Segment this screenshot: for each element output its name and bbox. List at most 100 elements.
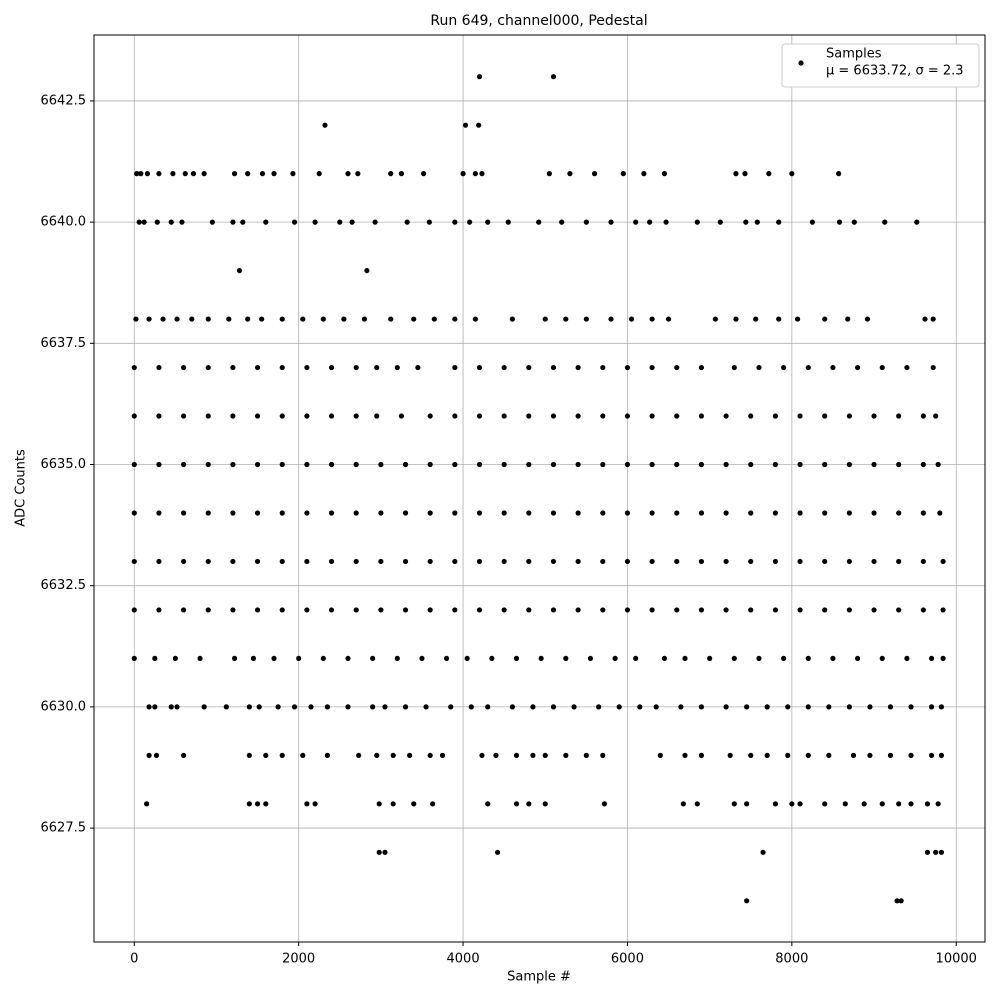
point <box>378 558 384 565</box>
point <box>180 607 187 613</box>
point <box>887 752 894 758</box>
point <box>423 704 429 710</box>
point <box>723 510 729 516</box>
point <box>345 171 351 177</box>
point <box>764 704 770 710</box>
point <box>649 364 655 371</box>
x-tick-label: 6000 <box>611 952 644 967</box>
point <box>924 801 931 807</box>
point <box>882 219 888 225</box>
point <box>279 558 285 565</box>
point <box>341 316 347 322</box>
point <box>698 413 705 419</box>
point <box>879 364 885 371</box>
point <box>300 752 306 758</box>
point <box>550 74 557 80</box>
point <box>836 219 843 225</box>
point <box>182 171 188 177</box>
point <box>479 171 485 177</box>
point <box>575 461 581 468</box>
point <box>513 655 520 662</box>
point <box>136 219 142 225</box>
point <box>254 413 261 419</box>
y-axis-label: ADC Counts <box>14 449 29 527</box>
point <box>180 752 187 758</box>
point <box>421 171 427 177</box>
point <box>846 607 852 613</box>
point <box>748 752 754 758</box>
point <box>131 461 137 468</box>
point <box>279 364 285 371</box>
point <box>304 413 310 419</box>
point <box>879 801 885 807</box>
point <box>452 510 458 516</box>
point <box>476 607 483 613</box>
point <box>587 655 594 662</box>
point <box>727 752 733 758</box>
point <box>246 752 252 758</box>
point <box>501 510 507 516</box>
point <box>731 801 737 807</box>
point <box>748 413 754 419</box>
point <box>600 364 606 371</box>
point <box>789 801 795 807</box>
point <box>526 801 532 807</box>
point <box>867 704 873 710</box>
point <box>240 219 246 225</box>
point <box>304 801 310 807</box>
point <box>509 704 515 710</box>
point <box>349 219 355 225</box>
legend-stats: μ = 6633.72, σ = 2.3 <box>826 64 964 79</box>
point <box>550 510 557 516</box>
point <box>624 413 631 419</box>
point <box>938 704 945 710</box>
x-tick-label: 4000 <box>447 952 480 967</box>
point <box>748 607 754 613</box>
point <box>156 558 162 565</box>
point <box>156 510 162 516</box>
point <box>908 801 914 807</box>
point <box>781 655 787 662</box>
point <box>879 655 885 662</box>
point <box>476 364 483 371</box>
point <box>600 558 606 565</box>
point <box>930 316 936 322</box>
point <box>563 316 569 322</box>
point <box>797 461 803 468</box>
point <box>345 655 351 662</box>
y-tick-label: 6632.5 <box>41 578 87 593</box>
point <box>427 510 433 516</box>
point <box>601 801 608 807</box>
point <box>682 752 688 758</box>
point <box>826 704 832 710</box>
point <box>472 171 478 177</box>
point <box>871 413 877 419</box>
point <box>476 510 483 516</box>
point <box>805 704 811 710</box>
point <box>546 171 552 177</box>
point <box>583 219 589 225</box>
point <box>772 607 779 613</box>
point <box>324 704 331 710</box>
point <box>628 316 635 322</box>
point <box>550 364 557 371</box>
point <box>254 607 261 613</box>
point <box>694 801 700 807</box>
point <box>822 510 828 516</box>
point <box>254 801 261 807</box>
point <box>304 364 310 371</box>
point <box>928 655 935 662</box>
legend-label: Samples <box>826 47 882 62</box>
point <box>180 461 187 468</box>
point <box>259 316 265 322</box>
point <box>174 316 180 322</box>
point <box>854 364 861 371</box>
point <box>616 704 622 710</box>
point <box>263 801 269 807</box>
x-tick-label: 8000 <box>775 952 808 967</box>
point <box>168 219 174 225</box>
point <box>290 171 296 177</box>
point <box>205 607 211 613</box>
point <box>920 607 926 613</box>
x-tick-label: 10000 <box>936 952 977 967</box>
